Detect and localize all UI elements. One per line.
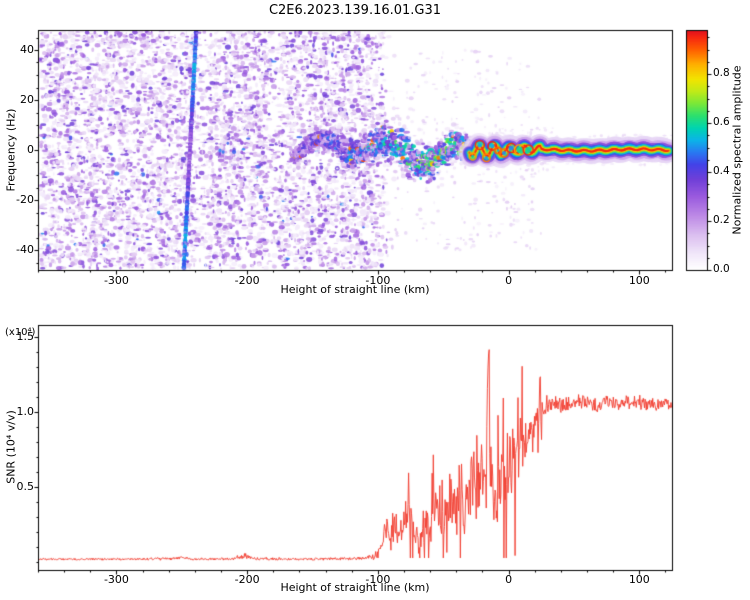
snr-ytick-label: 1.0 <box>16 405 35 419</box>
colorbar-label: Normalized spectral amplitude <box>730 65 744 235</box>
spectrogram-xaxis-label: Height of straight line (km) <box>280 283 430 296</box>
snr-xaxis-label: Height of straight line (km) <box>280 581 430 594</box>
colorbar-tick-label: 0.2 <box>713 214 730 227</box>
spectrogram-canvas <box>30 22 680 278</box>
spectrogram-ytick-label: -20 <box>16 193 34 206</box>
spectrogram-xtick-label: -200 <box>234 274 260 287</box>
spectrogram-xtick-label: -100 <box>365 274 391 287</box>
snr-xtick-label: -300 <box>103 573 129 586</box>
snr-xtick-label: 0 <box>505 573 513 586</box>
spectrogram-ytick-label: 0 <box>27 143 34 156</box>
spectrogram-xtick-label: -300 <box>103 274 129 287</box>
colorbar-tick-label: 0.8 <box>713 67 730 80</box>
snr-ytick-label: 0.5 <box>16 480 35 494</box>
spectrogram-xtick-label: 0 <box>505 274 513 287</box>
figure-title: C2E6.2023.139.16.01.G31 <box>268 3 442 18</box>
spectrogram-xtick-label: 100 <box>628 274 650 287</box>
spectrogram-ytick-label: -40 <box>16 243 34 256</box>
colorbar-tick-label: 0.6 <box>713 116 730 129</box>
snr-yaxis-label: SNR (10⁴ v/v) <box>4 410 18 484</box>
snr-ytick-label: 1.5 <box>16 330 35 344</box>
snr-xtick-label: 100 <box>628 573 650 586</box>
snr-xtick-label: -200 <box>234 573 260 586</box>
snr-xtick-label: -100 <box>365 573 391 586</box>
snr-scale-label: (x10⁴) <box>5 327 36 338</box>
colorbar-tick-label: 0.0 <box>713 263 730 275</box>
snr-line-canvas <box>30 317 680 578</box>
colorbar-tick-label: 0.4 <box>713 165 730 178</box>
spectrogram-ytick-label: 40 <box>20 43 34 56</box>
colorbar-canvas <box>678 22 715 278</box>
spectrogram-ytick-label: 20 <box>20 93 34 106</box>
